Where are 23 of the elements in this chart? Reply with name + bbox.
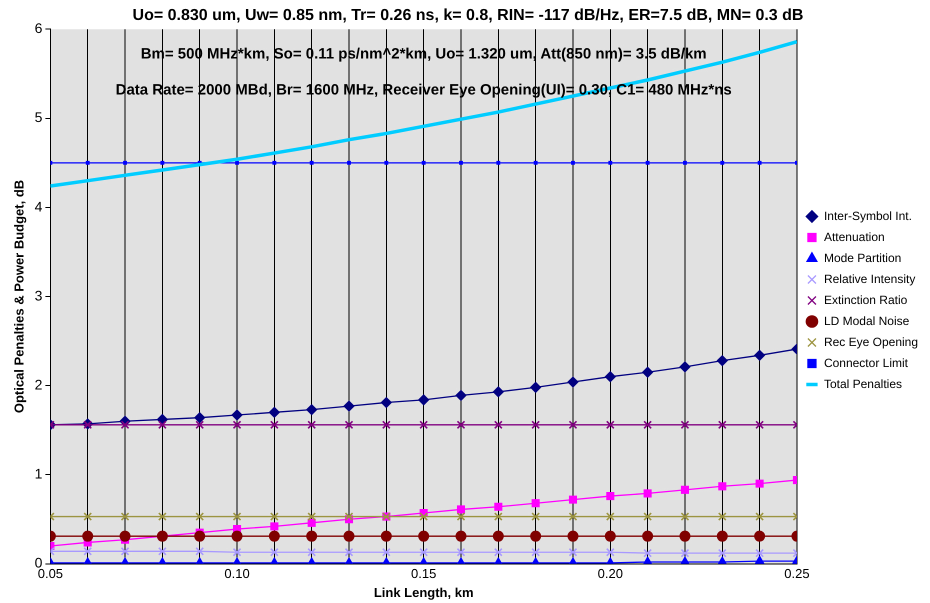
legend-label: Attenuation [824, 230, 885, 244]
x-tick-label: 0.25 [784, 566, 810, 582]
y-tick-label: 6 [34, 20, 43, 36]
y-tick-label: 3 [34, 287, 43, 304]
legend-label: Total Penalties [824, 376, 902, 391]
x-tick-label: 0.20 [598, 566, 623, 582]
legend-label: Extinction Ratio [824, 292, 908, 307]
y-tick-label: 4 [34, 198, 43, 214]
legend-label: Relative Intensity [824, 272, 916, 286]
legend-label: Rec Eye Opening [824, 334, 918, 349]
y-tick-label: 1 [34, 466, 43, 482]
legend-label: Mode Partition [824, 250, 902, 265]
x-tick-label: 0.05 [38, 566, 64, 582]
legend-label: LD Modal Noise [824, 314, 910, 328]
legend-label: Connector Limit [824, 356, 909, 370]
y-axis-title: Optical Penalties & Power Budget, dB [11, 180, 26, 414]
x-tick-label: 0.15 [411, 566, 436, 582]
y-tick-label: 2 [34, 376, 43, 392]
x-axis-title: Link Length, km [374, 584, 474, 600]
chart-title: Uo= 0.830 um, Uw= 0.85 nm, Tr= 0.26 ns, k= 0.8, RIN= -117 dB/Hz, ER=7.5 dB, MN= 0.3 dB [132, 7, 804, 24]
legend-label: Inter-Symbol Int. [824, 208, 912, 223]
y-tick-label: 5 [34, 109, 43, 126]
x-tick-label: 0.10 [224, 566, 250, 582]
